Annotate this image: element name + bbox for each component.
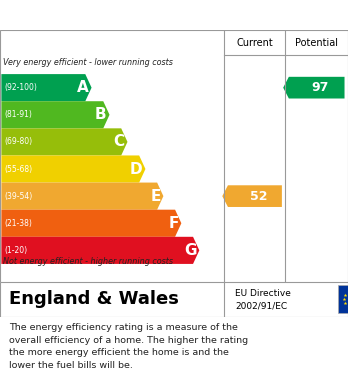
Bar bbox=[338, 285, 348, 313]
Text: 97: 97 bbox=[311, 81, 329, 94]
Polygon shape bbox=[1, 74, 92, 101]
Text: Not energy efficient - higher running costs: Not energy efficient - higher running co… bbox=[3, 257, 174, 266]
Polygon shape bbox=[1, 156, 145, 183]
Text: E: E bbox=[150, 188, 160, 204]
Polygon shape bbox=[1, 128, 127, 156]
Polygon shape bbox=[1, 210, 181, 237]
Text: 2002/91/EC: 2002/91/EC bbox=[235, 301, 287, 311]
Text: (39-54): (39-54) bbox=[4, 192, 32, 201]
Text: C: C bbox=[113, 135, 125, 149]
Text: F: F bbox=[168, 216, 179, 231]
Text: The energy efficiency rating is a measure of the
overall efficiency of a home. T: The energy efficiency rating is a measur… bbox=[9, 323, 248, 370]
Text: A: A bbox=[77, 80, 89, 95]
Text: (81-91): (81-91) bbox=[4, 110, 32, 119]
Text: Very energy efficient - lower running costs: Very energy efficient - lower running co… bbox=[3, 58, 173, 67]
Text: (1-20): (1-20) bbox=[4, 246, 27, 255]
Text: Potential: Potential bbox=[295, 38, 338, 48]
Text: (69-80): (69-80) bbox=[4, 137, 32, 146]
Polygon shape bbox=[1, 183, 164, 210]
Text: EU Directive: EU Directive bbox=[235, 289, 291, 298]
Text: Energy Efficiency Rating: Energy Efficiency Rating bbox=[9, 7, 219, 23]
Polygon shape bbox=[283, 77, 345, 99]
Text: (21-38): (21-38) bbox=[4, 219, 32, 228]
Polygon shape bbox=[222, 185, 282, 207]
Text: (92-100): (92-100) bbox=[4, 83, 37, 92]
Text: England & Wales: England & Wales bbox=[9, 290, 179, 308]
Text: B: B bbox=[95, 107, 107, 122]
Polygon shape bbox=[1, 101, 110, 128]
Text: G: G bbox=[184, 243, 197, 258]
Text: D: D bbox=[130, 161, 143, 176]
Text: 52: 52 bbox=[250, 190, 267, 203]
Polygon shape bbox=[1, 237, 199, 264]
Text: Current: Current bbox=[237, 38, 273, 48]
Text: (55-68): (55-68) bbox=[4, 165, 32, 174]
